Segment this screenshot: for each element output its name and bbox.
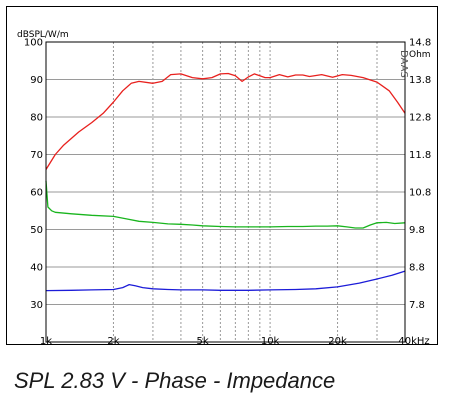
y-right-tick-label: 7.8 (409, 300, 425, 311)
x-tick-label: 1k (40, 336, 52, 344)
left-axis-unit: dBSPL/W/m (17, 30, 69, 40)
brand-watermark: DAAS (398, 50, 409, 78)
spl-curve (45, 72, 406, 170)
y-left-tick-label: 80 (30, 113, 43, 124)
x-tick-label: 5k (197, 336, 209, 344)
y-left-tick-label: 60 (30, 188, 43, 199)
y-left-tick-label: 100 (24, 38, 43, 49)
y-left-tick-label: 30 (30, 300, 43, 311)
x-tick-label: 20k (328, 336, 347, 344)
y-right-tick-label: 9.8 (409, 225, 425, 236)
chart-caption: SPL 2.83 V - Phase - Impedance (14, 368, 336, 393)
y-right-tick-label: 12.8 (409, 113, 431, 124)
y-right-tick-label: 14.8 (409, 38, 431, 49)
y-right-tick-label: 10.8 (409, 188, 431, 199)
y-right-tick-label: 13.8 (409, 75, 431, 86)
y-right-tick-label: 8.8 (409, 263, 425, 274)
frequency-response-chart: 1k 2k 5k 10k 20k 40kHz 100 90 80 70 60 50 40 30 14.8 13… (17, 30, 431, 345)
tick-labels: 1k 2k 5k 10k 20k 40kHz 100 90 80 70 60 50 40 30 14.8 13… (24, 38, 431, 345)
x-tick-label: 40kHz (398, 336, 429, 344)
y-right-tick-label: 11.8 (409, 150, 431, 161)
series-layer (45, 72, 406, 292)
y-left-tick-label: 50 (30, 225, 43, 236)
y-left-tick-label: 40 (30, 263, 43, 274)
x-tick-label: 2k (107, 336, 119, 344)
y-left-tick-label: 70 (30, 150, 43, 161)
plot-border (45, 41, 406, 343)
right-axis-unit: Ohm (409, 50, 431, 60)
phase-curve (45, 180, 406, 229)
chart-frame: 1k 2k 5k 10k 20k 40kHz 100 90 80 70 60 50 40 30 14.8 13… (6, 6, 438, 345)
grid-lines (46, 42, 405, 342)
y-left-tick-label: 90 (30, 75, 43, 86)
impedance-curve (45, 270, 406, 292)
x-tick-label: 10k (261, 336, 280, 344)
